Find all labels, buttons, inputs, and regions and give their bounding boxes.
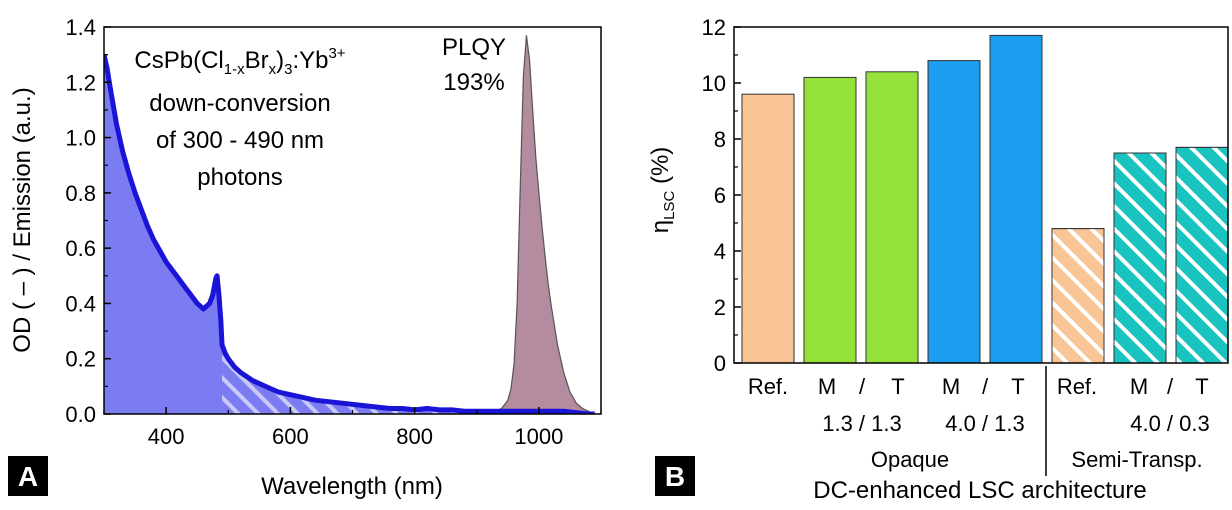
x-tick-label: 600 <box>272 424 309 449</box>
category-label-row2: 1.3 / 1.3 <box>822 411 902 436</box>
category-label-row1: Ref. <box>748 374 788 399</box>
panel-a-plqy-value: 193% <box>443 69 504 96</box>
bar <box>741 93 795 364</box>
panel-a-x-axis-title: Wavelength (nm) <box>261 473 443 500</box>
panel-a-plot-area <box>104 35 596 414</box>
category-label-row1: / <box>859 374 866 399</box>
y-tick-label: 0.4 <box>65 291 96 316</box>
panel-b-y-axis-title: ηLSC (%) <box>647 147 678 234</box>
panel-b-category-labels: Ref. M / T M / T Ref. M / T 1.3 / 1.3 4.0 / 1.3 4.0 /… <box>748 374 1210 436</box>
category-label-row1: / <box>1167 374 1174 399</box>
category-label-row1: T <box>1011 374 1024 399</box>
panel-b-x-axis-title: DC-enhanced LSC architecture <box>813 477 1147 504</box>
y-tick-label: 6 <box>714 183 726 208</box>
x-tick-label: 400 <box>148 424 185 449</box>
panel-a-formula: CsPb(Cl1-xBrx)3:Yb3+ <box>134 45 345 78</box>
panel-a-plqy-label: PLQY <box>442 34 506 61</box>
panel-b-badge-label: B <box>665 461 685 492</box>
category-label-row2: 4.0 / 1.3 <box>945 411 1025 436</box>
y-tick-label: 12 <box>702 15 726 40</box>
y-tick-label: 0.0 <box>65 402 96 427</box>
y-tick-label: 1.2 <box>65 70 96 95</box>
bar-hatch <box>1175 146 1229 364</box>
y-tick-label: 1.4 <box>65 15 96 40</box>
absorption-fill-solid <box>104 54 223 414</box>
bar-hatch <box>1051 228 1105 364</box>
panel-a-annotation-line4: photons <box>197 164 282 191</box>
y-tick-label: 10 <box>702 71 726 96</box>
panel-a-badge <box>8 456 48 496</box>
category-label-row1: M <box>942 374 960 399</box>
y-tick-label: 0.6 <box>65 236 96 261</box>
panel-b-group-semi: Semi-Transp. <box>1071 447 1202 472</box>
emission-peak <box>488 35 596 414</box>
bar <box>865 71 919 364</box>
absorption-line <box>104 54 595 414</box>
panel-a-badge-label: A <box>18 461 38 492</box>
panel-a-annotation-line3: of 300 - 490 nm <box>156 127 324 154</box>
category-label-row1: M <box>1130 374 1148 399</box>
y-tick-label: 2 <box>714 295 726 320</box>
y-tick-label: 8 <box>714 127 726 152</box>
category-label-row1: / <box>982 374 989 399</box>
y-tick-label: 1.0 <box>65 126 96 151</box>
bar <box>803 76 857 364</box>
category-label-row1: T <box>1195 374 1208 399</box>
bar-hatch <box>1113 152 1167 364</box>
panel-a: 0.0 0.2 0.4 0.6 0.8 1.0 1.2 1.4 400 600 800 1000 OD… <box>8 15 602 500</box>
x-tick-label: 1000 <box>514 424 563 449</box>
panel-b-group-opaque: Opaque <box>871 447 949 472</box>
y-tick-label: 0.8 <box>65 181 96 206</box>
y-tick-label: 4 <box>714 239 726 264</box>
panel-b-bars <box>741 34 1229 364</box>
bar <box>927 60 981 364</box>
panel-a-annotation-line2: down-conversion <box>149 90 330 117</box>
category-label-row2: 4.0 / 0.3 <box>1130 411 1210 436</box>
x-tick-label: 800 <box>396 424 433 449</box>
y-tick-label: 0.2 <box>65 347 96 372</box>
panel-a-y-axis-title: OD ( – ) / Emission (a.u.) <box>9 87 36 352</box>
absorption-fill-hatched <box>222 344 595 414</box>
category-label-row1: Ref. <box>1057 374 1097 399</box>
y-tick-label: 0 <box>714 351 726 376</box>
panel-b-axes: 0 2 4 6 8 10 12 <box>702 15 741 376</box>
category-label-row1: M <box>818 374 836 399</box>
panel-a-axes: 0.0 0.2 0.4 0.6 0.8 1.0 1.2 1.4 400 600 800 1000 <box>65 15 602 449</box>
bar <box>989 34 1043 364</box>
panel-b-badge <box>655 456 695 496</box>
category-label-row1: T <box>891 374 904 399</box>
panel-b: 0 2 4 6 8 10 12 ηLSC (%) Ref. M / T M / T Ref. M / T 1.3 … <box>647 15 1229 504</box>
